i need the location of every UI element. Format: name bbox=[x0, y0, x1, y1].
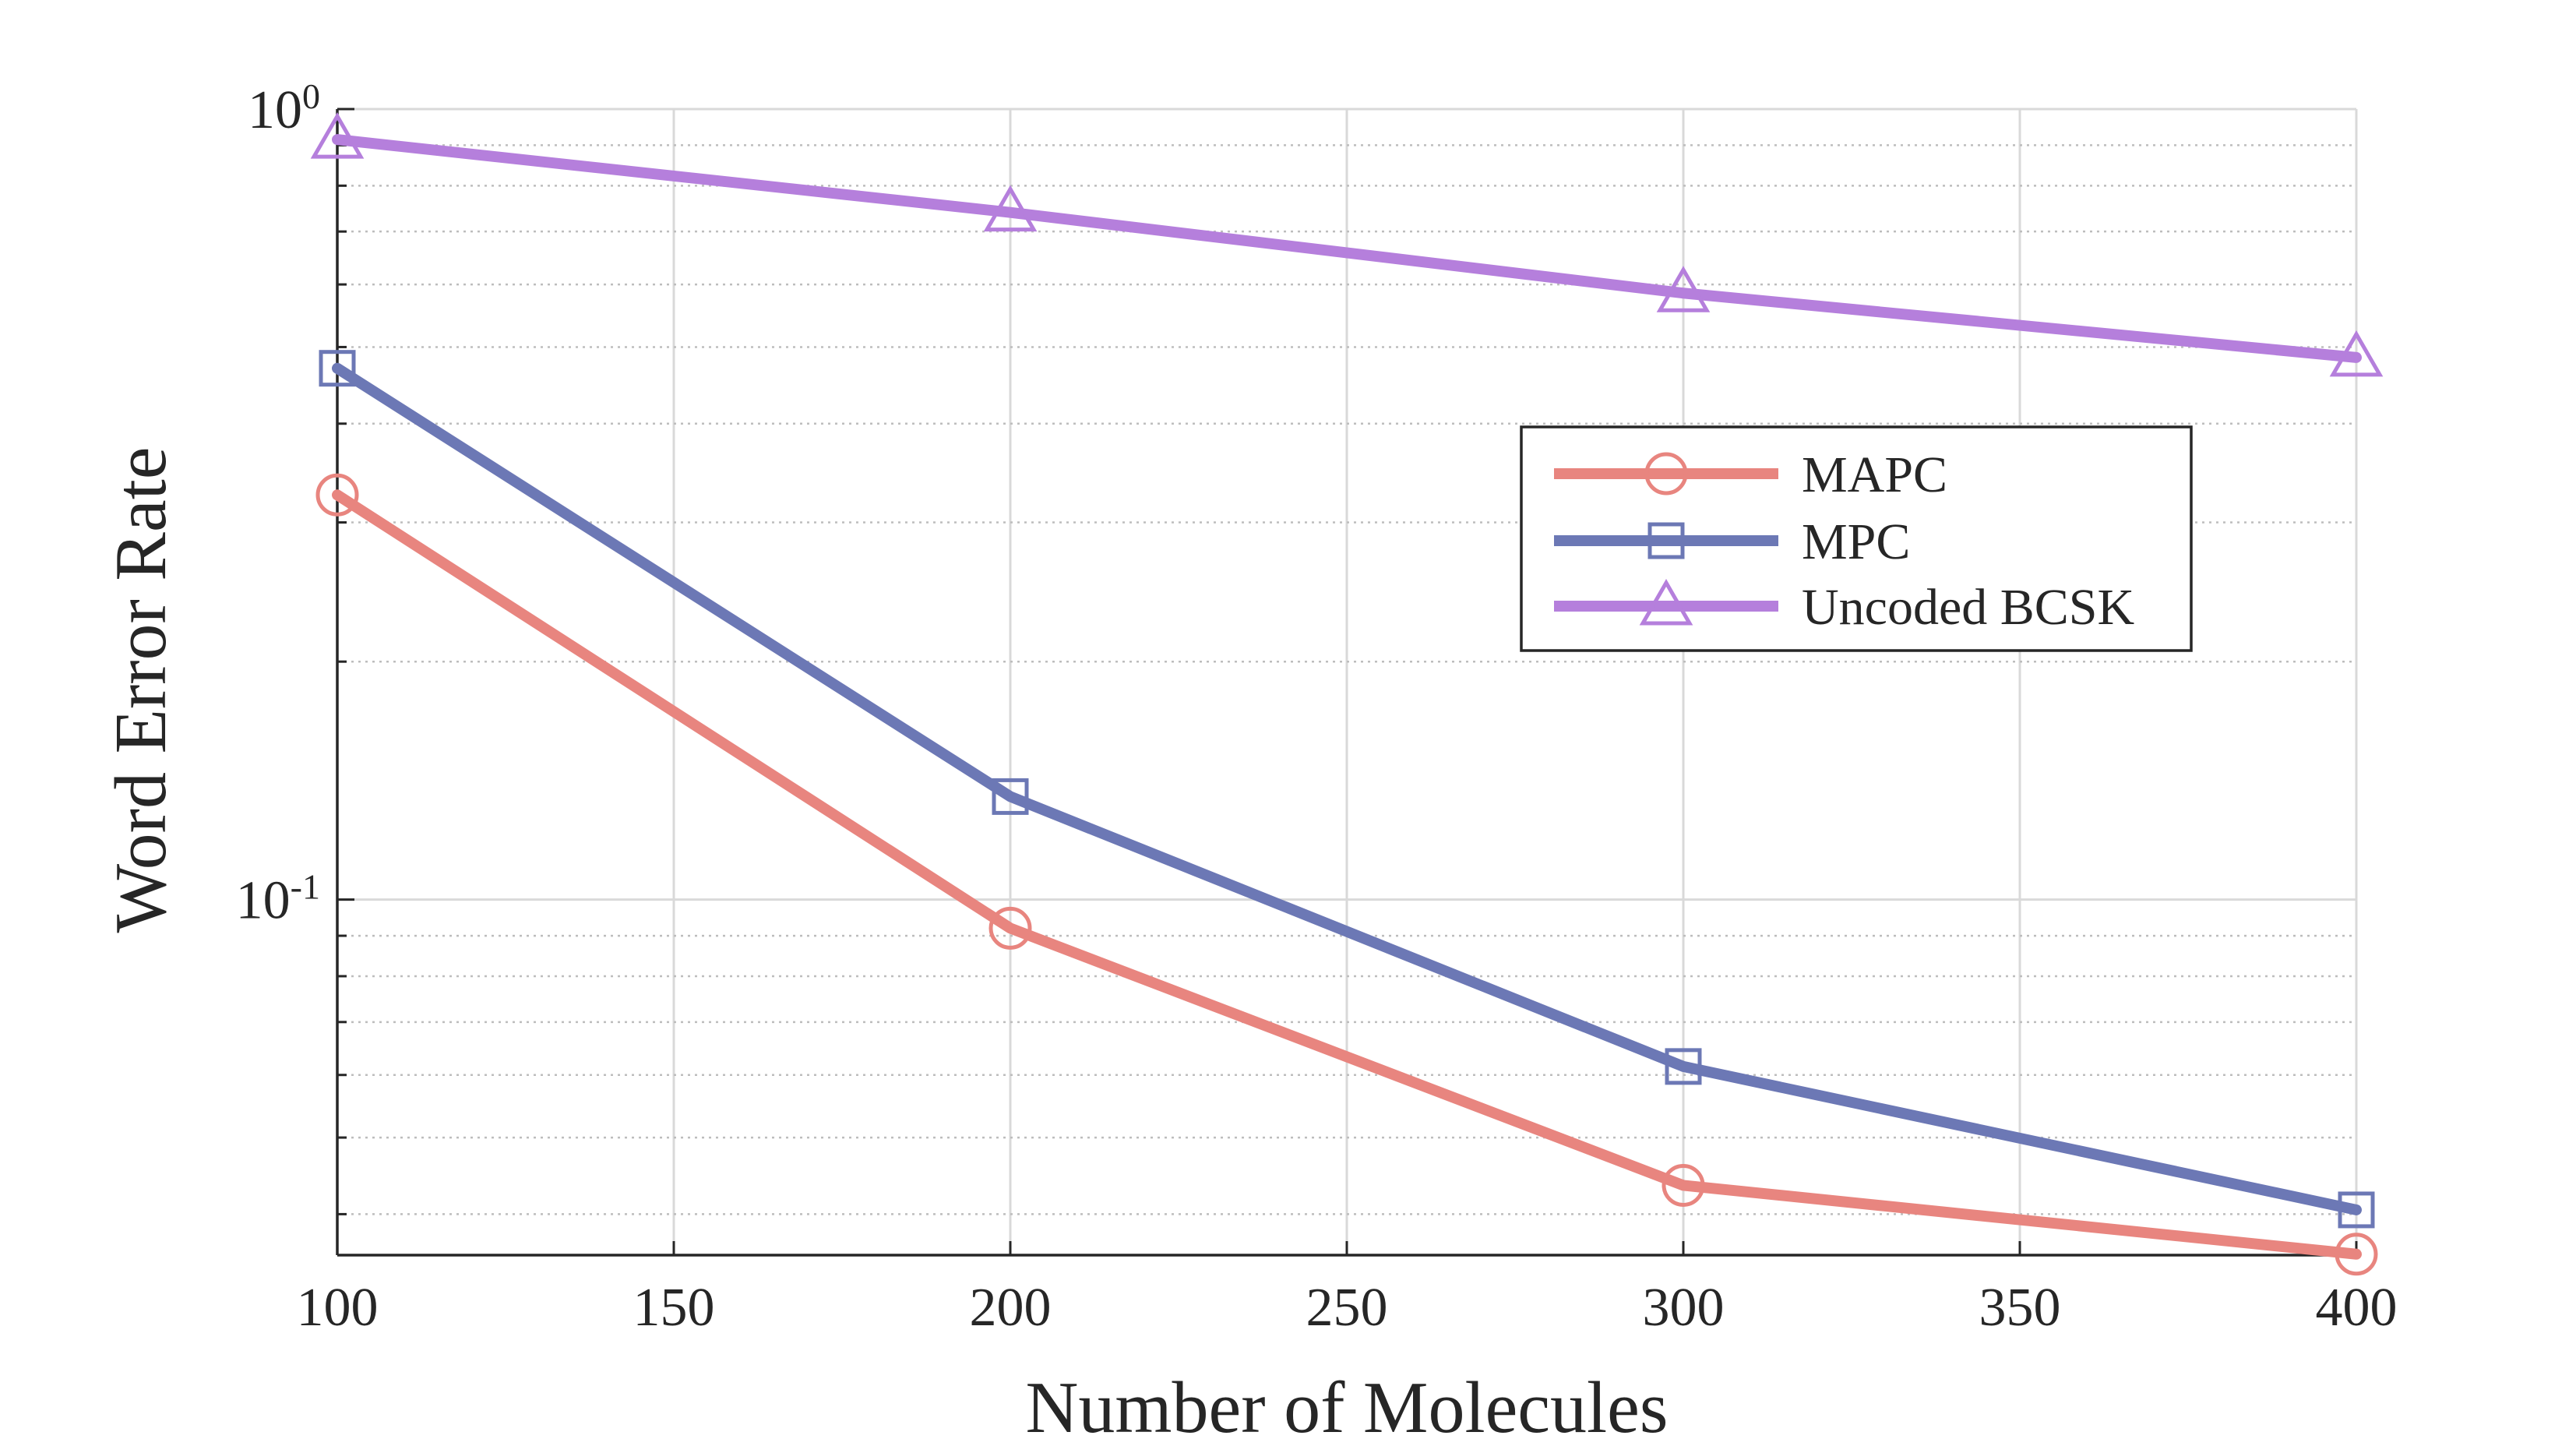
y-tick-label: 100 bbox=[248, 76, 320, 141]
legend-label-uncoded-bcsk: Uncoded BCSK bbox=[1802, 579, 2134, 636]
data-point-uncoded-bcsk bbox=[983, 185, 1038, 232]
series-layer bbox=[310, 112, 2384, 1276]
x-tick-label: 150 bbox=[633, 1278, 715, 1338]
legend-item-mpc: MPC bbox=[1554, 513, 1910, 570]
data-point-mapc bbox=[988, 906, 1032, 950]
data-point-mapc bbox=[1662, 1163, 1705, 1207]
x-tick-label: 200 bbox=[970, 1278, 1052, 1338]
grid-layer bbox=[336, 108, 2358, 1255]
data-point-mpc bbox=[992, 778, 1029, 815]
legend-item-uncoded-bcsk: Uncoded BCSK bbox=[1554, 578, 2134, 636]
y-tick-label: 10-1 bbox=[236, 866, 320, 931]
legend-marker-uncoded-bcsk bbox=[1639, 578, 1693, 626]
x-axis-label: Number of Molecules bbox=[1026, 1367, 1669, 1439]
x-tick-label: 300 bbox=[1643, 1278, 1725, 1338]
data-point-uncoded-bcsk bbox=[310, 112, 365, 159]
data-point-mpc bbox=[1665, 1048, 1702, 1085]
series-line-mapc bbox=[332, 489, 2362, 1260]
legend-marker-mapc bbox=[1644, 452, 1688, 496]
series-line-uncoded-bcsk bbox=[332, 134, 2362, 363]
legend-marker-mpc bbox=[1647, 522, 1685, 559]
data-point-mpc bbox=[2338, 1191, 2375, 1229]
data-point-mapc bbox=[2335, 1233, 2378, 1276]
x-tick-label: 100 bbox=[297, 1278, 379, 1338]
data-point-uncoded-bcsk bbox=[2329, 330, 2384, 377]
x-tick-label: 250 bbox=[1306, 1278, 1388, 1338]
data-point-mpc bbox=[319, 350, 356, 387]
legend-label-mapc: MAPC bbox=[1802, 446, 1947, 503]
series-mapc bbox=[315, 473, 2378, 1276]
data-point-uncoded-bcsk bbox=[1656, 266, 1711, 312]
series-uncoded-bcsk bbox=[310, 112, 2384, 377]
series-line-mpc bbox=[332, 362, 2362, 1215]
labels-layer: 100 150 200 250 300 350 400 100 10-1 Number of Mo… bbox=[100, 76, 2398, 1439]
x-tick-label: 350 bbox=[1979, 1278, 2061, 1338]
series-mpc bbox=[319, 350, 2375, 1229]
legend-item-mapc: MAPC bbox=[1554, 446, 1947, 503]
y-axis-label: Word Error Rate bbox=[100, 446, 181, 933]
legend: MAPC MPC Uncoded BCSK bbox=[1520, 425, 2193, 652]
axes-layer bbox=[336, 108, 2358, 1257]
x-tick-label: 400 bbox=[2316, 1278, 2398, 1338]
legend-label-mpc: MPC bbox=[1802, 513, 1910, 570]
data-point-mapc bbox=[315, 473, 359, 517]
